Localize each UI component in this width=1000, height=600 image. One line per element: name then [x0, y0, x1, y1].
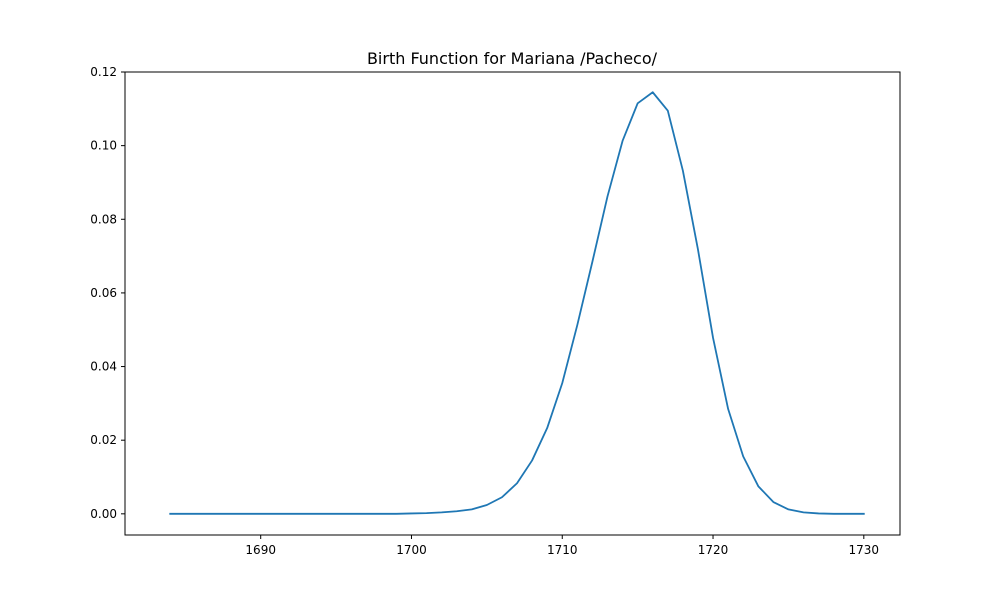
- y-tick-label: 0.04: [90, 360, 117, 374]
- plot-area: [169, 91, 865, 515]
- x-tick-label: 1720: [698, 543, 729, 557]
- y-tick-label: 0.12: [90, 65, 117, 79]
- y-tick-label: 0.00: [90, 507, 117, 521]
- x-tick-label: 1690: [245, 543, 276, 557]
- x-tick-label: 1730: [849, 543, 880, 557]
- series-line: [169, 91, 865, 515]
- x-tick-label: 1700: [396, 543, 427, 557]
- axis-ticks: 1690 1700 1710 1720 1730 0.00 0.02 0.04 0.06 0.08…: [90, 65, 879, 557]
- chart-title: Birth Function for Mariana /Pacheco/: [367, 49, 658, 68]
- x-tick-label: 1710: [547, 543, 578, 557]
- y-tick-label: 0.10: [90, 139, 117, 153]
- y-tick-label: 0.08: [90, 212, 117, 226]
- axes-frame: [124, 71, 901, 536]
- y-tick-label: 0.06: [90, 286, 117, 300]
- y-tick-label: 0.02: [90, 433, 117, 447]
